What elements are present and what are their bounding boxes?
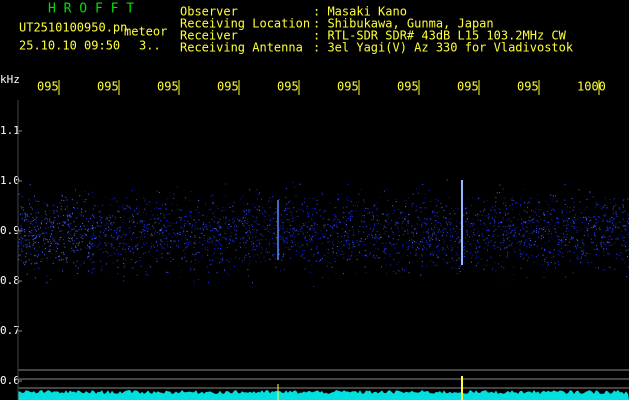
x-label: 095 (337, 80, 359, 94)
x-label: 1000 (577, 80, 606, 94)
y-label: 0.7 (0, 324, 20, 337)
info-value: : RTL-SDR SDR# 43dB L15 103.2MHz CW (313, 29, 567, 43)
y-unit: kHz (0, 73, 20, 86)
info-label: Receiving Location (180, 17, 310, 31)
x-label: 095 (37, 80, 59, 94)
timestamp: 25.10.10 09:50 (19, 39, 120, 53)
info-value: : Masaki Kano (313, 5, 407, 19)
y-label: 0.6 (0, 374, 20, 387)
x-label: 095 (517, 80, 539, 94)
info-value: : 3el Yagi(V) Az 330 for Vladivostok (313, 41, 574, 55)
x-label: 095 (397, 80, 419, 94)
info-label: Receiver (180, 29, 238, 43)
y-label: 0.8 (0, 274, 20, 287)
x-label: 095 (457, 80, 479, 94)
x-label: 095 (277, 80, 299, 94)
counter: 3.. (139, 39, 161, 53)
info-label: Observer (180, 5, 238, 19)
file-name: UT2510100950.pn (19, 21, 127, 35)
y-label: 0.9 (0, 224, 20, 237)
info-label: Receiving Antenna (180, 41, 303, 55)
x-label: 095 (97, 80, 119, 94)
y-label: 1.0 (0, 174, 20, 187)
info-value: : Shibukawa, Gunma, Japan (313, 17, 494, 31)
signal-level (18, 390, 629, 400)
app-title: H R O F F T (48, 2, 134, 17)
x-label: 095 (157, 80, 179, 94)
y-label: 1.1 (0, 124, 20, 137)
x-label: 095 (217, 80, 239, 94)
mode: meteor (124, 25, 167, 39)
